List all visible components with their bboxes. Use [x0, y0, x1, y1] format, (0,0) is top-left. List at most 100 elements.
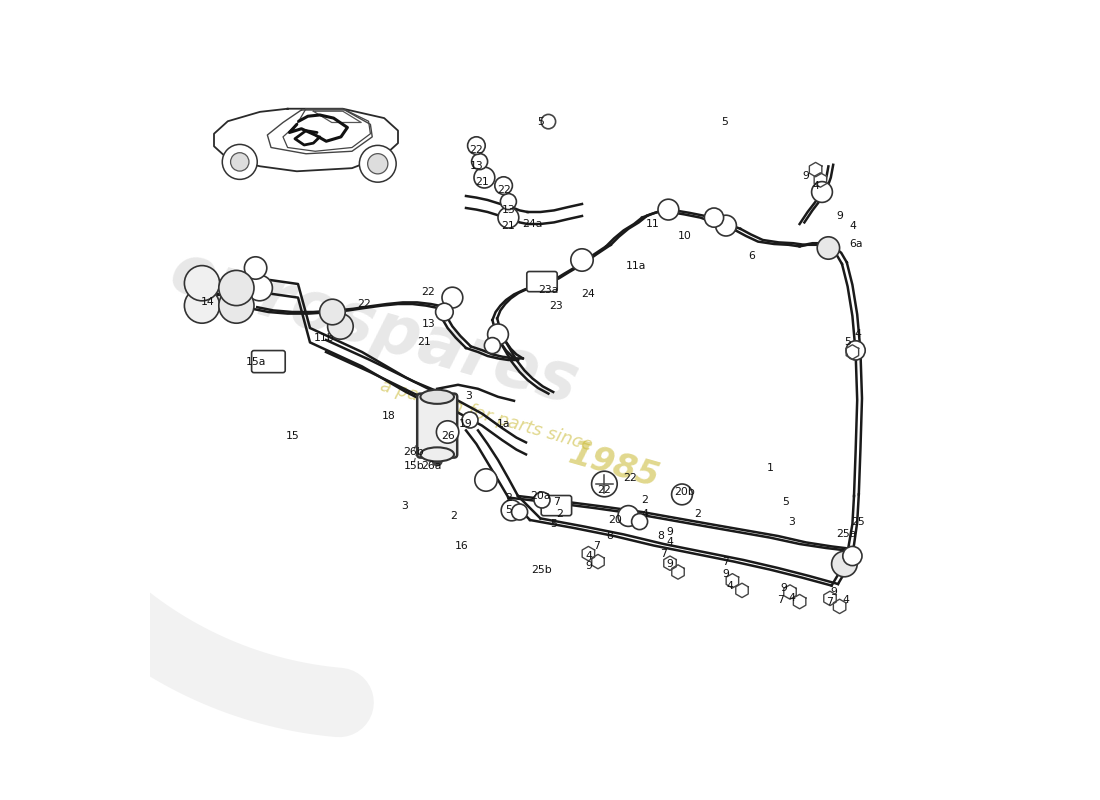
Text: 2: 2 — [641, 495, 648, 505]
Text: 9: 9 — [836, 211, 843, 221]
Circle shape — [246, 275, 273, 301]
Circle shape — [631, 514, 648, 530]
Circle shape — [498, 207, 519, 228]
Circle shape — [468, 137, 485, 154]
FancyBboxPatch shape — [527, 271, 558, 292]
Circle shape — [474, 167, 495, 188]
Text: 19: 19 — [459, 419, 473, 429]
Text: 11a: 11a — [626, 261, 647, 270]
Circle shape — [571, 249, 593, 271]
Text: 7: 7 — [777, 595, 784, 605]
Text: 4: 4 — [812, 181, 820, 190]
Polygon shape — [793, 594, 806, 609]
Text: 11b: 11b — [314, 333, 334, 342]
Polygon shape — [810, 162, 822, 177]
Circle shape — [592, 471, 617, 497]
Text: 9: 9 — [830, 587, 837, 597]
Text: eurospares: eurospares — [163, 238, 585, 418]
Circle shape — [484, 338, 500, 354]
Text: 22: 22 — [470, 146, 483, 155]
Text: 4: 4 — [849, 221, 856, 230]
Text: 22: 22 — [421, 287, 436, 297]
Circle shape — [716, 215, 736, 236]
Text: 18: 18 — [382, 411, 395, 421]
Text: 7: 7 — [660, 549, 667, 558]
Circle shape — [436, 303, 453, 321]
Text: 4: 4 — [843, 595, 849, 605]
Circle shape — [328, 314, 353, 339]
Circle shape — [367, 154, 388, 174]
Text: 4: 4 — [667, 538, 673, 547]
Text: 3: 3 — [789, 517, 795, 526]
Text: 2: 2 — [694, 509, 702, 518]
Text: 15b: 15b — [404, 461, 425, 470]
Text: 24: 24 — [582, 290, 595, 299]
Circle shape — [360, 146, 396, 182]
Text: 5: 5 — [551, 519, 558, 529]
FancyBboxPatch shape — [417, 394, 458, 458]
Text: 14: 14 — [200, 298, 214, 307]
Ellipse shape — [420, 390, 454, 404]
Text: 5: 5 — [505, 506, 512, 515]
Polygon shape — [726, 574, 738, 588]
Text: 22: 22 — [623, 474, 637, 483]
Circle shape — [231, 153, 249, 171]
Text: 26a: 26a — [421, 461, 442, 470]
Text: 23a: 23a — [538, 285, 559, 294]
Text: 26b: 26b — [404, 447, 425, 457]
Polygon shape — [663, 556, 676, 570]
Polygon shape — [846, 345, 859, 359]
Text: 25b: 25b — [531, 565, 552, 574]
Text: 7: 7 — [553, 498, 560, 507]
Text: 7: 7 — [723, 557, 729, 566]
Text: 5: 5 — [782, 498, 790, 507]
Polygon shape — [784, 585, 796, 599]
Circle shape — [244, 257, 267, 279]
Circle shape — [487, 324, 508, 345]
Circle shape — [618, 506, 639, 526]
Circle shape — [500, 194, 516, 210]
Text: 7: 7 — [593, 541, 600, 550]
Text: 10: 10 — [678, 231, 691, 241]
FancyBboxPatch shape — [252, 350, 285, 373]
Text: 5: 5 — [720, 117, 728, 126]
Text: 13: 13 — [502, 205, 515, 214]
Text: 4: 4 — [585, 551, 592, 561]
Circle shape — [512, 504, 528, 520]
Text: 2: 2 — [505, 493, 512, 502]
Text: 22: 22 — [497, 186, 510, 195]
Circle shape — [495, 177, 513, 194]
Circle shape — [846, 341, 866, 360]
Circle shape — [219, 288, 254, 323]
Text: 6: 6 — [748, 251, 755, 261]
Text: 13: 13 — [470, 162, 483, 171]
Text: 9: 9 — [723, 570, 729, 579]
Circle shape — [432, 456, 442, 466]
Text: 2: 2 — [451, 511, 458, 521]
Text: 5: 5 — [844, 338, 851, 347]
Text: 20a: 20a — [530, 491, 551, 501]
Text: 8: 8 — [606, 531, 614, 541]
Text: 9: 9 — [667, 559, 673, 569]
Circle shape — [502, 500, 522, 521]
Circle shape — [534, 492, 550, 508]
Circle shape — [320, 299, 345, 325]
Circle shape — [658, 199, 679, 220]
Text: 1: 1 — [767, 463, 773, 473]
Circle shape — [185, 288, 220, 323]
Circle shape — [672, 484, 692, 505]
Text: 6a: 6a — [849, 239, 862, 249]
Text: 16: 16 — [455, 541, 469, 550]
Text: 1985: 1985 — [564, 437, 663, 494]
Text: 21: 21 — [475, 178, 488, 187]
Text: 21: 21 — [502, 221, 515, 230]
Text: 22: 22 — [358, 299, 372, 309]
Text: 15a: 15a — [245, 357, 266, 366]
Text: 8: 8 — [657, 531, 663, 541]
Circle shape — [437, 421, 459, 443]
Circle shape — [704, 208, 724, 227]
Circle shape — [222, 145, 257, 179]
Circle shape — [475, 469, 497, 491]
Text: 9: 9 — [667, 527, 673, 537]
Text: 20b: 20b — [674, 487, 695, 497]
